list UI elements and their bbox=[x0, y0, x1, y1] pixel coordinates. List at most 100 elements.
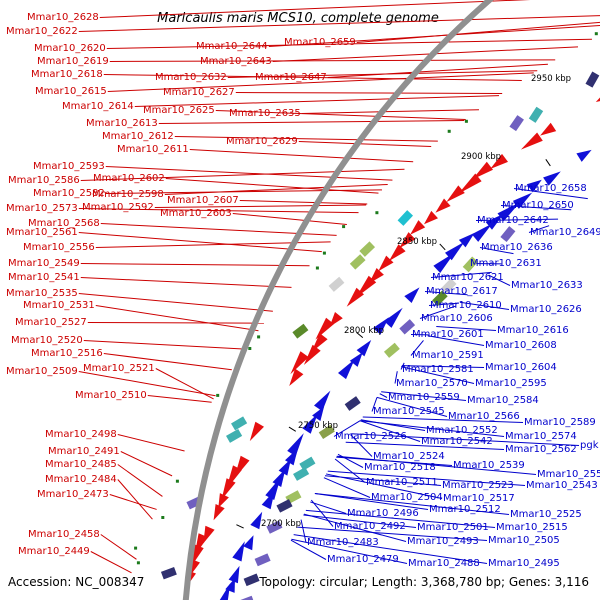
gene-label[interactable]: Mmar10_2515 bbox=[496, 522, 568, 533]
gene-label[interactable]: Mmar10_2628 bbox=[27, 12, 99, 23]
gene-label[interactable]: Mmar10_2516 bbox=[31, 348, 103, 359]
gene-label[interactable]: Mmar10_2607 bbox=[167, 195, 239, 206]
gene-label[interactable]: Mmar10_2627 bbox=[163, 87, 235, 98]
gene-label[interactable]: Mmar10_2517 bbox=[443, 493, 515, 504]
gene-label[interactable]: Mmar10_2458 bbox=[28, 529, 100, 540]
gene-label[interactable]: Mmar10_2493 bbox=[407, 536, 479, 547]
gene-label[interactable]: Mmar10_2602 bbox=[93, 173, 165, 184]
gene-label[interactable]: Mmar10_2491 bbox=[48, 446, 120, 457]
gene-label[interactable]: Mmar10_2631 bbox=[470, 258, 542, 269]
gene-label[interactable]: Mmar10_2479 bbox=[327, 554, 399, 565]
gene-label[interactable]: Mmar10_2525 bbox=[510, 509, 582, 520]
gene-label[interactable]: Mmar10_2604 bbox=[485, 362, 557, 373]
gene-label[interactable]: Mmar10_2635 bbox=[229, 108, 301, 119]
gene-label[interactable]: Mmar10_2650 bbox=[502, 200, 574, 211]
gene-label[interactable]: Mmar10_2633 bbox=[511, 280, 583, 291]
gene-label[interactable]: Mmar10_2617 bbox=[426, 286, 498, 297]
gene-label[interactable]: Mmar10_2619 bbox=[37, 56, 109, 67]
gene-label[interactable]: Mmar10_2647 bbox=[255, 72, 327, 83]
gene-label[interactable]: Mmar10_2510 bbox=[75, 390, 147, 401]
gene-label[interactable]: Mmar10_2589 bbox=[524, 417, 596, 428]
gene-label[interactable]: Mmar10_2629 bbox=[226, 136, 298, 147]
gene-label[interactable]: Mmar10_2620 bbox=[34, 43, 106, 54]
gene-label[interactable]: Mmar10_2636 bbox=[481, 242, 553, 253]
gene-label[interactable]: Mmar10_2570 bbox=[396, 378, 468, 389]
gene-label[interactable]: Mmar10_2523 bbox=[442, 480, 514, 491]
gene-label[interactable]: Mmar10_2504 bbox=[371, 492, 443, 503]
gene-label[interactable]: Mmar10_2488 bbox=[408, 558, 480, 569]
gene-label[interactable]: Mmar10_2562 bbox=[505, 444, 577, 455]
gene-label[interactable]: Mmar10_2613 bbox=[86, 118, 158, 129]
gene-label[interactable]: Mmar10_2592 bbox=[82, 202, 154, 213]
gene-label[interactable]: Mmar10_2520 bbox=[11, 335, 83, 346]
gene-label[interactable]: Mmar10_2616 bbox=[497, 325, 569, 336]
gene-label[interactable]: Mmar10_2615 bbox=[35, 86, 107, 97]
gene-label[interactable]: Mmar10_2543 bbox=[526, 480, 598, 491]
gene-label[interactable]: Mmar10_2591 bbox=[412, 350, 484, 361]
gene-label[interactable]: pgk bbox=[580, 440, 599, 451]
gene-label[interactable]: Mmar10_2484 bbox=[45, 474, 117, 485]
gene-label[interactable]: Mmar10_2498 bbox=[45, 429, 117, 440]
gene-label[interactable]: Mmar10_2554 bbox=[537, 469, 600, 480]
gene-label[interactable]: Mmar10_2568 bbox=[28, 218, 100, 229]
gene-label[interactable]: Mmar10_2582 bbox=[33, 188, 105, 199]
gene-label[interactable]: Mmar10_2556 bbox=[23, 242, 95, 253]
gene-label[interactable]: Mmar10_2512 bbox=[429, 504, 501, 515]
gene-label[interactable]: Mmar10_2509 bbox=[6, 366, 78, 377]
gene-label[interactable]: Mmar10_2535 bbox=[6, 288, 78, 299]
gene-label[interactable]: Mmar10_2606 bbox=[421, 313, 493, 324]
gene-label[interactable]: Mmar10_2626 bbox=[510, 304, 582, 315]
gene-label[interactable]: Mmar10_2625 bbox=[143, 105, 215, 116]
gene-label[interactable]: Mmar10_2611 bbox=[117, 144, 189, 155]
gene-label[interactable]: Mmar10_2574 bbox=[505, 431, 577, 442]
gene-label[interactable]: Mmar10_2598 bbox=[92, 189, 164, 200]
gene-label[interactable]: Mmar10_2518 bbox=[364, 462, 436, 473]
gene-label[interactable]: Mmar10_2593 bbox=[33, 161, 105, 172]
gene-label[interactable]: Mmar10_2485 bbox=[45, 459, 117, 470]
gene-label[interactable]: Mmar10_2539 bbox=[453, 460, 525, 471]
gene-label[interactable]: Mmar10_2612 bbox=[102, 131, 174, 142]
gene-label[interactable]: Mmar10_2644 bbox=[196, 41, 268, 52]
gene-label[interactable]: Mmar10_2501 bbox=[417, 522, 489, 533]
gene-label[interactable]: Mmar10_2545 bbox=[373, 406, 445, 417]
gene-label[interactable]: Mmar10_2526 bbox=[335, 431, 407, 442]
gene-label[interactable]: Mmar10_2473 bbox=[37, 489, 109, 500]
gene-label[interactable]: Mmar10_2505 bbox=[488, 535, 560, 546]
gene-label[interactable]: Mmar10_2495 bbox=[488, 558, 560, 569]
gene-label[interactable]: Mmar10_2642 bbox=[477, 215, 549, 226]
gene-label[interactable]: Mmar10_2632 bbox=[155, 72, 227, 83]
gene-label[interactable]: Mmar10_2601 bbox=[412, 329, 484, 340]
gene-label[interactable]: Mmar10_2618 bbox=[31, 69, 103, 80]
gene-label[interactable]: Mmar10_2614 bbox=[62, 101, 134, 112]
gene-label[interactable]: Mmar10_2521 bbox=[83, 363, 155, 374]
gene-label[interactable]: Mmar10_2659 bbox=[284, 37, 356, 48]
gene-label[interactable]: Mmar10_2542 bbox=[421, 436, 493, 447]
gene-label[interactable]: Mmar10_2581 bbox=[402, 364, 474, 375]
gene-label[interactable]: Mmar10_2595 bbox=[475, 378, 547, 389]
gene-label[interactable]: Mmar10_2549 bbox=[8, 258, 80, 269]
gene-label[interactable]: Mmar10_2552 bbox=[426, 425, 498, 436]
gene-label[interactable]: Mmar10_2658 bbox=[515, 183, 587, 194]
gene-label[interactable]: Mmar10_2643 bbox=[200, 56, 272, 67]
gene-label[interactable]: Mmar10_2561 bbox=[6, 227, 78, 238]
gene-label[interactable]: Mmar10_2621 bbox=[432, 272, 504, 283]
gene-label[interactable]: Mmar10_2541 bbox=[8, 272, 80, 283]
gene-label[interactable]: Mmar10_2586 bbox=[8, 175, 80, 186]
gene-label[interactable]: Mmar10_2603 bbox=[160, 208, 232, 219]
gene-label[interactable]: Mmar10_2559 bbox=[388, 392, 460, 403]
gene-label[interactable]: Mmar10_2449 bbox=[18, 546, 90, 557]
gene-label[interactable]: Mmar10_2483 bbox=[307, 537, 379, 548]
gene-label[interactable]: Mmar10_2649 bbox=[530, 227, 600, 238]
gene-label[interactable]: Mmar10_2608 bbox=[485, 340, 557, 351]
gene-label[interactable]: Mmar10_2566 bbox=[448, 411, 520, 422]
gene-label[interactable]: Mmar10_2527 bbox=[15, 317, 87, 328]
gene-label[interactable]: Mmar10_2511 bbox=[366, 477, 438, 488]
gene-label[interactable]: Mmar10_2622 bbox=[6, 26, 78, 37]
gene-label[interactable]: Mmar10_2531 bbox=[23, 300, 95, 311]
gene-label[interactable]: Mmar10_2496 bbox=[347, 508, 419, 519]
gene-label[interactable]: Mmar10_2610 bbox=[430, 300, 502, 311]
gene-label[interactable]: Mmar10_2492 bbox=[334, 521, 406, 532]
gene-label[interactable]: Mmar10_2524 bbox=[373, 451, 445, 462]
gene-label[interactable]: Mmar10_2584 bbox=[467, 395, 539, 406]
gene-label[interactable]: Mmar10_2573 bbox=[6, 203, 78, 214]
